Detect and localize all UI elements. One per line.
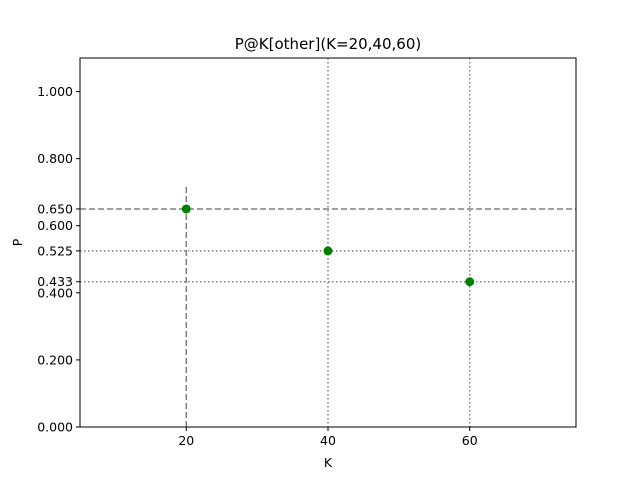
x-axis-label: K — [324, 455, 333, 470]
data-point — [323, 246, 333, 256]
y-tick-label: 0.400 — [37, 285, 73, 300]
y-tick-label: 0.200 — [37, 352, 73, 367]
y-tick-label: 1.000 — [37, 84, 73, 99]
chart-title: P@K[other](K=20,40,60) — [235, 35, 421, 53]
y-tick-label: 0.600 — [37, 218, 73, 233]
y-tick-label: 0.000 — [37, 420, 73, 435]
y-tick-label: 0.800 — [37, 151, 73, 166]
y-tick-label: 0.525 — [37, 243, 73, 258]
data-points — [181, 204, 475, 287]
y-tick-label: 0.433 — [37, 274, 73, 289]
y-axis-label: P — [10, 238, 25, 246]
data-point — [181, 204, 191, 214]
x-axis-ticks: 20 40 60 — [178, 427, 478, 448]
data-point — [465, 277, 475, 287]
x-tick-label: 60 — [462, 433, 478, 448]
x-tick-label: 20 — [178, 433, 194, 448]
x-tick-label: 40 — [320, 433, 336, 448]
y-tick-label: 0.650 — [37, 201, 73, 216]
